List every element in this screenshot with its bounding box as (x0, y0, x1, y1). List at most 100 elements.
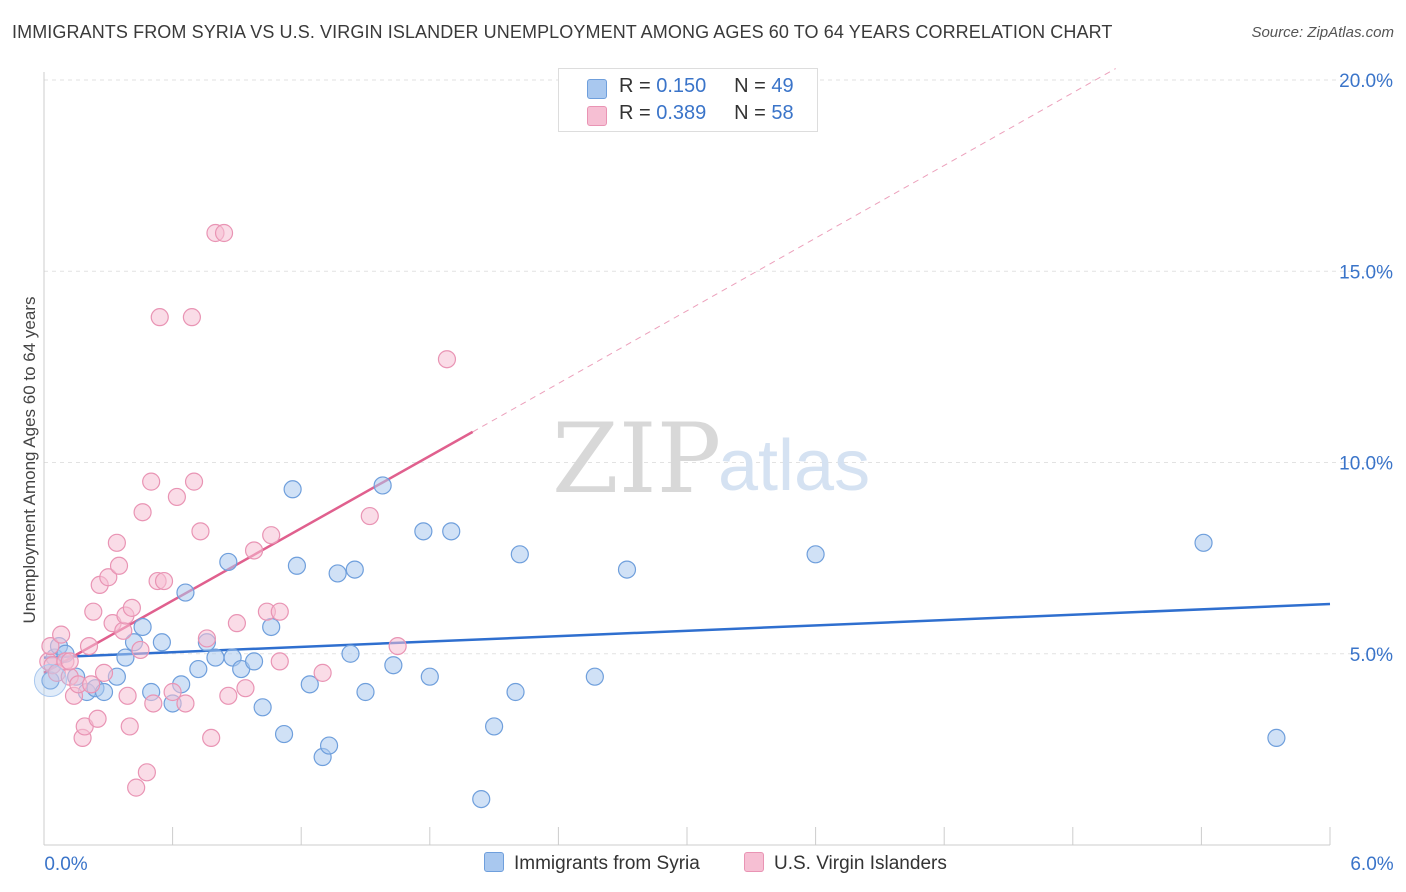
trend-lines (43, 68, 1331, 674)
data-point (356, 682, 375, 702)
data-point (360, 506, 379, 526)
trend-line-0 (43, 602, 1331, 659)
data-point (274, 724, 294, 744)
data-point (585, 667, 604, 686)
data-point (189, 659, 208, 679)
x-tick-label: 6.0% (1350, 854, 1393, 875)
chart-source: Source: ZipAtlas.com (1251, 24, 1394, 41)
data-point (262, 526, 281, 545)
data-point (617, 560, 637, 579)
data-point (485, 717, 504, 736)
data-point (84, 602, 103, 621)
y-tick-label: 10.0% (1339, 454, 1393, 475)
data-point (79, 636, 99, 656)
data-point (319, 736, 339, 755)
y-tick-label: 20.0% (1339, 71, 1393, 92)
correlation-legend: R = 0.150 N = 49 R = 0.389 N = 58 (558, 68, 818, 132)
data-point (219, 686, 238, 705)
data-point (133, 617, 152, 637)
data-point (384, 656, 403, 675)
trend-line-extension-1 (472, 68, 1116, 433)
data-point (176, 583, 195, 602)
data-point (437, 350, 457, 369)
data-point (270, 602, 289, 621)
data-point (182, 308, 201, 327)
chart-title: IMMIGRANTS FROM SYRIA VS U.S. VIRGIN ISL… (12, 22, 1113, 42)
legend-r-value-virgin-islanders: 0.389 (656, 102, 707, 124)
data-point (41, 636, 60, 656)
data-point (176, 694, 195, 713)
data-point (127, 778, 146, 797)
data-point (341, 644, 360, 663)
series-legend-swatch-virgin-islanders (744, 852, 764, 872)
data-point (270, 652, 289, 671)
data-point (244, 541, 264, 560)
data-point (414, 522, 433, 541)
data-point (373, 476, 392, 495)
data-point (33, 664, 67, 698)
data-point (253, 698, 272, 717)
axes (43, 72, 1331, 846)
gridlines (44, 79, 1395, 655)
data-point (154, 571, 174, 591)
data-point (144, 694, 163, 713)
data-point (472, 789, 491, 809)
data-point (806, 545, 825, 564)
legend-r-value-syria: 0.150 (656, 75, 707, 97)
series-legend-label-virgin-islanders: U.S. Virgin Islanders (774, 853, 947, 874)
data-point (1194, 533, 1213, 552)
data-point (287, 556, 307, 575)
watermark: ZIP atlas (552, 403, 870, 515)
data-point (82, 675, 101, 694)
legend-n-value-syria: 49 (771, 75, 794, 97)
legend-n-label: N = (734, 102, 766, 124)
data-point (442, 522, 461, 541)
series-legend-label-syria: Immigrants from Syria (514, 853, 700, 874)
data-point (283, 480, 302, 499)
data-point (313, 663, 332, 682)
y-tick-label: 15.0% (1339, 262, 1393, 283)
data-point (214, 223, 234, 243)
series-points-0 (41, 476, 1286, 809)
data-point (184, 472, 204, 491)
data-point (109, 556, 129, 575)
data-point (122, 598, 141, 617)
data-point (206, 648, 225, 667)
data-point (52, 625, 71, 644)
data-point (219, 552, 238, 572)
data-point (300, 675, 319, 694)
data-point (345, 560, 364, 579)
data-points (33, 223, 1286, 809)
data-point (167, 487, 186, 507)
data-point (328, 564, 347, 583)
x-tick-label: 0.0% (44, 854, 87, 875)
data-point (131, 640, 150, 660)
data-point (388, 636, 407, 656)
data-point (163, 682, 182, 702)
data-point (262, 617, 281, 637)
data-point (118, 686, 137, 705)
data-point (506, 682, 525, 702)
data-point (510, 545, 529, 564)
series-legend-swatch-syria (484, 852, 504, 872)
y-tick-label: 5.0% (1350, 645, 1393, 666)
watermark-atlas: atlas (718, 426, 870, 506)
legend-n-value-virgin-islanders: 58 (771, 102, 794, 124)
data-point (142, 472, 161, 491)
data-point (191, 522, 210, 541)
data-point (120, 717, 139, 736)
data-point (197, 629, 216, 648)
data-point (152, 633, 171, 652)
legend-swatch-syria (587, 79, 607, 99)
data-point (107, 533, 126, 552)
data-point (114, 621, 133, 640)
series-points-1 (39, 223, 457, 797)
data-point (244, 652, 264, 671)
data-point (99, 568, 118, 587)
data-point (116, 648, 135, 667)
data-point (202, 728, 221, 748)
data-point (236, 679, 255, 698)
data-point (1267, 728, 1286, 748)
data-point (420, 667, 439, 686)
